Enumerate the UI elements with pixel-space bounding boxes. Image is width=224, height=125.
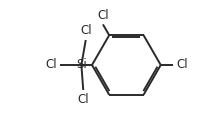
Text: Cl: Cl bbox=[176, 58, 188, 71]
Text: Cl: Cl bbox=[78, 93, 89, 106]
Text: Si: Si bbox=[76, 58, 87, 71]
Text: Cl: Cl bbox=[98, 9, 109, 22]
Text: Cl: Cl bbox=[80, 24, 92, 37]
Text: Cl: Cl bbox=[45, 58, 57, 71]
